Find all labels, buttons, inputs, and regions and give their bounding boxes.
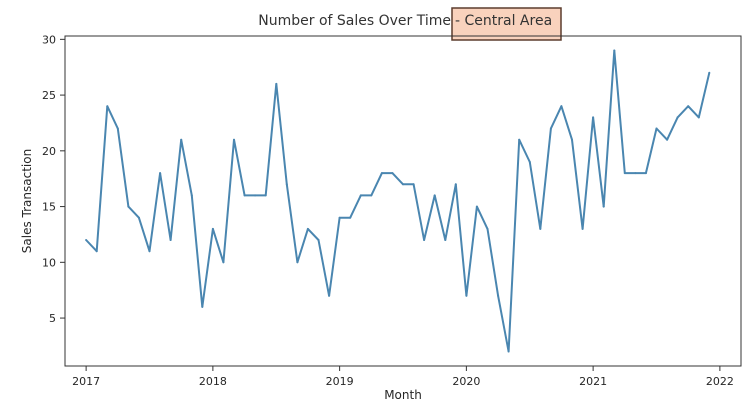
data-point: [264, 194, 267, 197]
data-point: [592, 116, 595, 119]
data-point: [328, 294, 331, 297]
data-point: [623, 172, 626, 175]
data-point: [402, 183, 404, 186]
series-line: [85, 49, 711, 353]
data-point: [116, 127, 119, 130]
data-point: [106, 105, 109, 108]
data-point: [180, 138, 183, 141]
data-point: [444, 239, 447, 241]
y-tick-label: 10: [42, 256, 56, 269]
data-point: [486, 227, 489, 230]
data-point: [285, 183, 288, 186]
data-point: [475, 205, 478, 208]
data-point: [359, 194, 362, 197]
x-axis: 2017 2018 2019 2020 2021 2022: [72, 366, 734, 388]
chart-title-highlight: - Central Area: [455, 13, 552, 29]
y-axis: 5 10 15 20 25 30: [42, 33, 65, 325]
data-point: [423, 239, 426, 241]
chart-title-highlight-box: [451, 7, 562, 41]
data-point: [201, 305, 204, 308]
data-point: [655, 127, 658, 130]
data-point: [571, 138, 573, 141]
x-tick-label: 2017: [72, 375, 100, 388]
data-point: [528, 161, 531, 163]
data-point: [613, 49, 616, 52]
data-point: [349, 216, 352, 219]
data-point: [338, 216, 341, 219]
data-point: [708, 71, 711, 74]
data-point: [412, 183, 415, 186]
data-point: [95, 250, 98, 253]
x-tick-label: 2019: [326, 375, 354, 388]
data-point: [380, 172, 383, 175]
data-point: [454, 183, 457, 186]
x-tick-label: 2018: [199, 375, 227, 388]
x-axis-label: Month: [384, 388, 422, 402]
data-point: [317, 239, 320, 241]
data-point: [233, 138, 235, 141]
y-tick-label: 30: [42, 33, 56, 46]
data-point: [306, 227, 309, 230]
x-tick-label: 2022: [706, 375, 734, 388]
data-point: [581, 227, 584, 230]
data-point: [159, 172, 162, 175]
data-point: [518, 138, 521, 141]
x-tick-label: 2021: [579, 375, 607, 388]
data-point: [211, 227, 214, 230]
data-point: [148, 250, 151, 253]
data-point: [137, 216, 140, 219]
y-tick-label: 5: [49, 312, 56, 325]
data-point: [222, 261, 225, 264]
data-point: [687, 105, 690, 108]
data-point: [634, 172, 637, 175]
data-point: [644, 172, 647, 175]
y-tick-label: 15: [42, 201, 56, 214]
data-point: [296, 261, 299, 264]
data-point: [549, 127, 552, 130]
y-tick-label: 20: [42, 145, 56, 158]
data-point: [275, 82, 278, 85]
chart-title-main: Number of Sales Over Time: [258, 13, 451, 29]
data-point: [370, 194, 373, 197]
data-point: [697, 116, 700, 119]
data-point: [560, 105, 563, 108]
data-point: [391, 172, 394, 175]
data-point: [497, 294, 500, 297]
data-point: [676, 116, 679, 119]
data-point: [85, 239, 88, 241]
data-point: [243, 194, 246, 197]
data-point: [169, 239, 172, 241]
data-point: [602, 205, 605, 208]
x-tick-label: 2020: [452, 375, 480, 388]
data-point: [539, 227, 542, 230]
data-point: [666, 138, 669, 141]
data-point: [465, 294, 468, 297]
data-point: [507, 350, 510, 353]
data-point: [127, 205, 130, 208]
data-point: [254, 194, 257, 197]
plot-area-frame: [64, 35, 742, 367]
data-point: [433, 194, 436, 197]
data-point: [190, 194, 193, 197]
y-axis-label: Sales Transaction: [20, 149, 34, 253]
series-layer: [85, 49, 711, 353]
chart-title: Number of Sales Over Time - Central Area: [258, 7, 562, 41]
y-tick-label: 25: [42, 89, 56, 102]
